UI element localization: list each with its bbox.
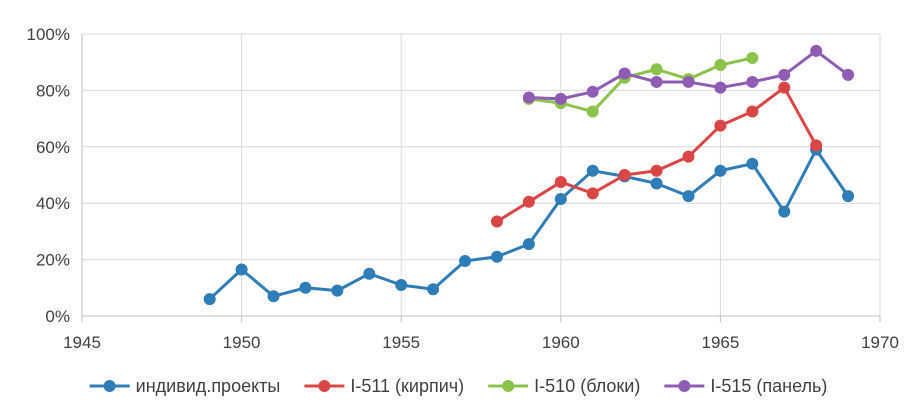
data-point bbox=[714, 119, 727, 132]
data-point bbox=[395, 278, 408, 291]
legend-item: I-510 (блоки) bbox=[488, 376, 640, 396]
data-point bbox=[618, 169, 631, 181]
y-axis-tick-labels: 0% 20% 40% 60% 80% 100% bbox=[27, 25, 70, 326]
x-tick-label: 1960 bbox=[542, 333, 580, 352]
data-point bbox=[746, 105, 759, 118]
data-point bbox=[682, 75, 695, 88]
legend: индивид.проекты I-511 (кирпич) I-510 (блок… bbox=[89, 376, 827, 396]
x-tick-label: 1945 bbox=[63, 333, 101, 352]
legend-items: индивид.проекты I-511 (кирпич) I-510 (блок… bbox=[89, 376, 827, 396]
series-3 bbox=[522, 44, 855, 105]
legend-item: I-511 (кирпич) bbox=[304, 376, 464, 396]
x-tick-label: 1950 bbox=[223, 333, 261, 352]
data-point bbox=[586, 187, 599, 200]
data-point bbox=[267, 290, 280, 303]
data-point bbox=[235, 263, 248, 276]
data-point bbox=[586, 164, 599, 177]
x-tick-label: 1970 bbox=[861, 333, 899, 352]
legend-swatch-marker bbox=[678, 380, 691, 392]
legend-label: I-511 (кирпич) bbox=[350, 376, 464, 396]
data-point bbox=[363, 267, 376, 280]
data-point bbox=[714, 164, 727, 177]
data-point bbox=[650, 177, 663, 190]
x-axis-tick-labels: 1945 1950 1955 1960 1965 1970 bbox=[63, 333, 899, 352]
data-point bbox=[682, 150, 695, 163]
x-tick-label: 1955 bbox=[382, 333, 420, 352]
axes bbox=[81, 34, 881, 322]
legend-swatch-marker bbox=[103, 380, 116, 392]
data-point bbox=[427, 283, 440, 296]
legend-item: индивид.проекты bbox=[89, 376, 281, 396]
series-layer bbox=[203, 44, 855, 306]
data-point bbox=[554, 176, 567, 189]
series-1 bbox=[490, 81, 823, 228]
gridlines bbox=[82, 33, 881, 316]
y-tick-label: 0% bbox=[45, 307, 70, 326]
y-tick-label: 20% bbox=[36, 251, 70, 270]
data-point bbox=[459, 255, 472, 268]
data-point bbox=[810, 44, 823, 57]
data-point bbox=[810, 139, 823, 152]
data-point bbox=[650, 63, 663, 76]
y-tick-label: 80% bbox=[36, 81, 70, 100]
data-point bbox=[746, 75, 759, 88]
data-point bbox=[490, 215, 503, 228]
series-0 bbox=[203, 143, 855, 306]
legend-item: I-515 (панель) bbox=[664, 376, 827, 396]
y-tick-label: 100% bbox=[27, 25, 70, 44]
data-point bbox=[299, 281, 312, 294]
y-tick-label: 60% bbox=[36, 138, 70, 157]
data-point bbox=[778, 81, 791, 94]
data-point bbox=[586, 105, 599, 118]
data-point bbox=[778, 68, 791, 81]
series-line bbox=[496, 86, 818, 223]
y-tick-label: 40% bbox=[36, 194, 70, 213]
data-point bbox=[618, 67, 631, 80]
data-point bbox=[682, 190, 695, 203]
legend-swatch-marker bbox=[318, 380, 331, 392]
data-point bbox=[331, 284, 344, 297]
data-point bbox=[650, 164, 663, 177]
data-point bbox=[522, 195, 535, 208]
data-point bbox=[650, 75, 663, 88]
series-line bbox=[208, 148, 850, 301]
data-point bbox=[746, 51, 759, 64]
data-point bbox=[778, 205, 791, 218]
data-point bbox=[554, 92, 567, 105]
data-point bbox=[203, 293, 216, 306]
legend-swatch-marker bbox=[502, 380, 515, 392]
data-point bbox=[554, 192, 567, 205]
data-point bbox=[586, 85, 599, 98]
data-point bbox=[522, 238, 535, 251]
data-point bbox=[522, 91, 535, 104]
legend-label: индивид.проекты bbox=[136, 376, 281, 396]
legend-label: I-515 (панель) bbox=[710, 376, 827, 396]
data-point bbox=[842, 190, 855, 203]
data-point bbox=[714, 81, 727, 94]
legend-label: I-510 (блоки) bbox=[534, 376, 640, 396]
data-point bbox=[714, 59, 727, 72]
data-point bbox=[746, 157, 759, 170]
x-tick-label: 1965 bbox=[701, 333, 739, 352]
data-point bbox=[842, 68, 855, 81]
data-point bbox=[490, 250, 503, 263]
